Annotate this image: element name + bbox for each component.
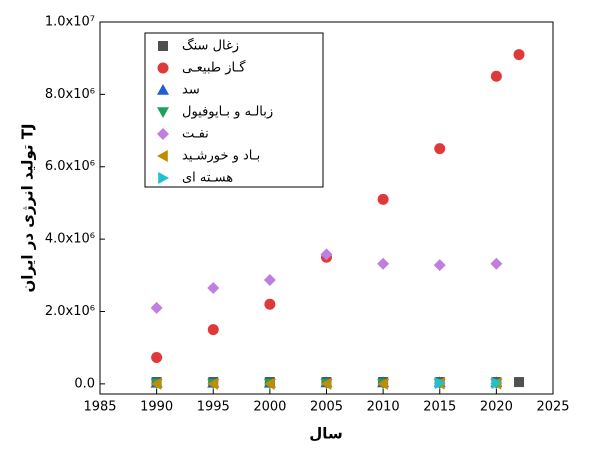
y-tick-label: 6.0x10⁶ bbox=[45, 159, 95, 174]
legend-box bbox=[144, 32, 324, 188]
point bbox=[491, 377, 503, 390]
point bbox=[151, 351, 163, 363]
legend-label: زغال سنگ bbox=[182, 38, 239, 54]
x-tick-label: 1990 bbox=[140, 400, 173, 415]
legend-label: هسـته ای bbox=[182, 171, 233, 186]
point bbox=[514, 377, 525, 388]
x-tick-label: 2015 bbox=[423, 400, 456, 415]
y-tick-label: 8.0x10⁶ bbox=[45, 87, 95, 102]
point bbox=[433, 259, 446, 272]
x-tick-label: 2025 bbox=[536, 400, 569, 415]
legend-marker bbox=[157, 128, 169, 140]
legend-label: بـاد و خورشـید bbox=[182, 149, 260, 164]
y-axis-label: تولید انرژی در ایران TJ bbox=[19, 123, 37, 292]
legend-marker bbox=[157, 150, 168, 162]
point bbox=[207, 377, 219, 390]
point bbox=[377, 193, 389, 205]
point bbox=[263, 274, 276, 287]
point bbox=[377, 377, 388, 390]
x-tick-label: 1995 bbox=[197, 400, 230, 415]
point bbox=[150, 377, 162, 390]
y-tick-label: 4.0x10⁶ bbox=[45, 232, 95, 247]
point bbox=[150, 301, 163, 314]
legend-label: نفـت bbox=[182, 127, 209, 142]
legend-marker bbox=[158, 41, 168, 51]
point bbox=[434, 377, 446, 390]
point bbox=[513, 49, 525, 61]
legend-label: گـاز طبیعـی bbox=[182, 60, 246, 76]
x-tick-label: 1985 bbox=[83, 400, 116, 415]
point bbox=[490, 257, 503, 270]
x-axis-label: سال bbox=[309, 425, 342, 443]
point bbox=[377, 257, 390, 270]
point bbox=[320, 377, 332, 390]
legend-marker bbox=[157, 84, 169, 95]
x-tick-label: 2005 bbox=[310, 400, 343, 415]
point bbox=[263, 377, 275, 390]
x-tick-label: 2000 bbox=[253, 400, 286, 415]
legend-label: زبالـه و بـایوفیول bbox=[182, 105, 273, 120]
x-tick-label: 2010 bbox=[367, 400, 400, 415]
y-tick-label: 0.0 bbox=[74, 376, 95, 391]
point bbox=[207, 281, 220, 294]
point bbox=[264, 298, 276, 310]
x-tick-label: 2020 bbox=[480, 400, 513, 415]
legend-marker bbox=[157, 62, 169, 74]
point bbox=[490, 70, 502, 82]
point bbox=[320, 248, 333, 261]
legend-marker bbox=[157, 107, 169, 118]
legend-marker bbox=[158, 172, 169, 184]
point bbox=[434, 143, 446, 155]
y-tick-label: 2.0x10⁶ bbox=[45, 304, 95, 319]
y-tick-label: 1.0x10⁷ bbox=[45, 15, 95, 30]
point bbox=[207, 324, 219, 336]
legend-label: سد bbox=[182, 83, 200, 98]
